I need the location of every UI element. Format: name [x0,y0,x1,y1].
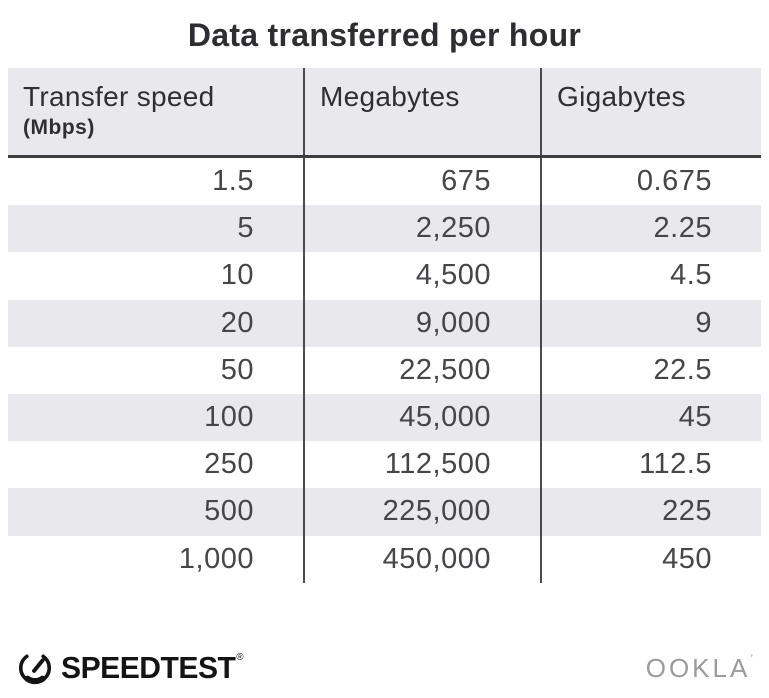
megabytes-cell: 112,500 [303,441,540,489]
speed-cell: 50 [220,353,254,386]
ookla-trademark-tick: ’ [750,651,753,666]
speed-cell: 1,000 [178,542,254,575]
gigabytes-cell: 45 [540,393,761,442]
table-row: 250 112,500 112.5 [8,441,761,489]
ookla-wordmark: OOKLA [645,652,751,683]
registered-mark: ® [236,652,244,663]
gigabytes-cell: 22.5 [540,346,761,394]
table-row: 50 22,500 22.5 [8,346,761,394]
speedtest-wordmark: SPEEDTEST® [61,650,244,686]
table-body: 1.5 675 0.675 5 2,250 2.25 10 4,500 4.5 20 9,000 9 5… [8,158,761,583]
megabytes-cell: 450,000 [303,535,540,583]
table-row: 100 45,000 45 [8,393,761,442]
column-header-megabytes: Megabytes [303,68,540,155]
speed-cell: 250 [204,448,254,481]
gigabytes-cell: 112.5 [540,441,761,489]
speed-cell: 20 [220,306,254,339]
gigabytes-cell: 9 [540,299,761,347]
speed-cell: 1.5 [212,165,254,198]
data-table: Transfer speed (Mbps) Megabytes Gigabyte… [8,68,761,583]
megabytes-cell: 225,000 [303,488,540,536]
gigabytes-cell: 450 [540,535,761,583]
column-header-mbps-unit: (Mbps) [23,116,95,139]
megabytes-cell: 675 [303,158,540,206]
speedtest-logo: SPEEDTEST® [16,649,248,687]
gigabytes-cell: 4.5 [540,252,761,300]
gigabytes-cell: 0.675 [540,158,761,206]
page-title: Data transferred per hour [187,17,582,53]
table-header-row: Transfer speed (Mbps) Megabytes Gigabyte… [8,68,761,158]
column-header-gigabytes: Gigabytes [540,68,761,155]
megabytes-cell: 22,500 [303,346,540,394]
gigabytes-cell: 225 [540,488,761,536]
table-row: 20 9,000 9 [8,299,761,347]
table-row: 1,000 450,000 450 [8,535,761,583]
speed-cell: 500 [204,495,254,528]
column-header-transfer-speed-label: Transfer speed [23,81,215,112]
table-row: 10 4,500 4.5 [8,252,761,300]
ookla-logo: OOKLA’ [645,651,753,684]
speed-cell: 10 [220,259,254,292]
table-row: 1.5 675 0.675 [8,158,761,206]
speedtest-gauge-icon [18,654,52,685]
footer: SPEEDTEST® OOKLA’ [16,646,753,690]
table-row: 500 225,000 225 [8,488,761,536]
speed-cell: 5 [237,212,254,245]
column-header-transfer-speed: Transfer speed (Mbps) [8,68,303,155]
speedtest-label: SPEEDTEST [61,650,236,685]
table-row: 5 2,250 2.25 [8,205,761,253]
gigabytes-cell: 2.25 [540,205,761,253]
speed-cell: 100 [204,401,254,434]
megabytes-cell: 4,500 [303,252,540,300]
megabytes-cell: 45,000 [303,393,540,442]
megabytes-cell: 9,000 [303,299,540,347]
megabytes-cell: 2,250 [303,205,540,253]
